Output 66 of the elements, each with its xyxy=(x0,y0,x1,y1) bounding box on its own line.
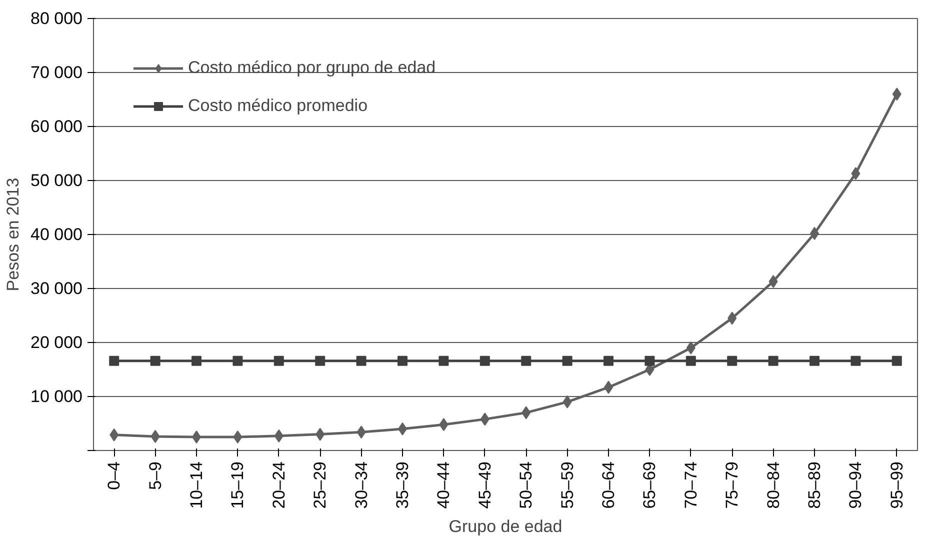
x-tick-label: 25–29 xyxy=(310,461,330,509)
x-tick-label: 65–69 xyxy=(640,461,660,509)
point xyxy=(274,429,284,442)
point xyxy=(398,356,408,366)
point xyxy=(810,356,820,366)
y-tick-label: 10 000 xyxy=(30,387,83,406)
point xyxy=(480,412,490,426)
x-tick-label: 85–89 xyxy=(805,461,824,509)
x-tick-label: 10–14 xyxy=(187,461,206,509)
point xyxy=(356,356,366,366)
point xyxy=(150,356,160,366)
y-tick-label: 40 000 xyxy=(30,225,83,244)
legend-label: Costo médico promedio xyxy=(188,96,368,116)
x-tick-label: 70–74 xyxy=(681,461,700,509)
x-tick-label: 35–39 xyxy=(393,461,412,509)
point xyxy=(521,356,532,366)
point xyxy=(644,356,655,366)
x-tick-label: 15–19 xyxy=(228,461,248,509)
x-axis-title: Grupo de edad xyxy=(448,516,562,536)
point xyxy=(356,426,366,439)
x-tick-label: 45–49 xyxy=(475,461,494,509)
point xyxy=(109,356,120,366)
x-tick-label: 0–4 xyxy=(104,461,124,490)
point xyxy=(850,356,861,366)
y-tick-label: 80 000 xyxy=(30,9,83,28)
point xyxy=(686,341,696,354)
point xyxy=(562,395,572,408)
point xyxy=(604,356,614,366)
point xyxy=(892,356,902,366)
point xyxy=(316,428,325,441)
x-tick-label: 40–44 xyxy=(434,461,454,509)
point xyxy=(768,356,778,366)
point xyxy=(192,356,202,366)
point xyxy=(315,356,326,366)
point xyxy=(232,356,243,366)
point xyxy=(233,430,242,444)
point xyxy=(522,406,531,420)
x-tick-label: 30–34 xyxy=(352,461,371,509)
point xyxy=(727,356,738,366)
point xyxy=(150,430,160,443)
point xyxy=(439,418,448,432)
point xyxy=(274,356,284,366)
x-tick-label: 55–59 xyxy=(558,461,577,509)
y-tick-label: 60 000 xyxy=(30,117,83,136)
point xyxy=(110,428,119,442)
x-tick-label: 20–24 xyxy=(269,461,288,509)
y-tick-label: 20 000 xyxy=(30,333,83,352)
point xyxy=(438,356,449,366)
point xyxy=(686,356,696,366)
y-tick-label: 30 000 xyxy=(30,279,83,298)
x-tick-label: 5–9 xyxy=(146,461,165,490)
point xyxy=(892,88,902,101)
x-tick-label: 90–94 xyxy=(846,461,866,509)
point xyxy=(728,312,737,325)
point xyxy=(562,356,572,366)
x-tick-label: 80–84 xyxy=(764,461,783,509)
x-tick-label: 60–64 xyxy=(599,461,618,509)
y-tick-label: 70 000 xyxy=(30,63,83,82)
point xyxy=(851,166,860,180)
x-tick-label: 50–54 xyxy=(516,461,536,509)
x-tick-label: 75–79 xyxy=(722,461,742,509)
point xyxy=(480,356,490,366)
y-tick-label: 50 000 xyxy=(30,171,83,190)
y-axis-title: Pesos en 2013 xyxy=(4,178,23,292)
point xyxy=(768,274,778,288)
x-tick-label: 95–99 xyxy=(887,461,906,509)
